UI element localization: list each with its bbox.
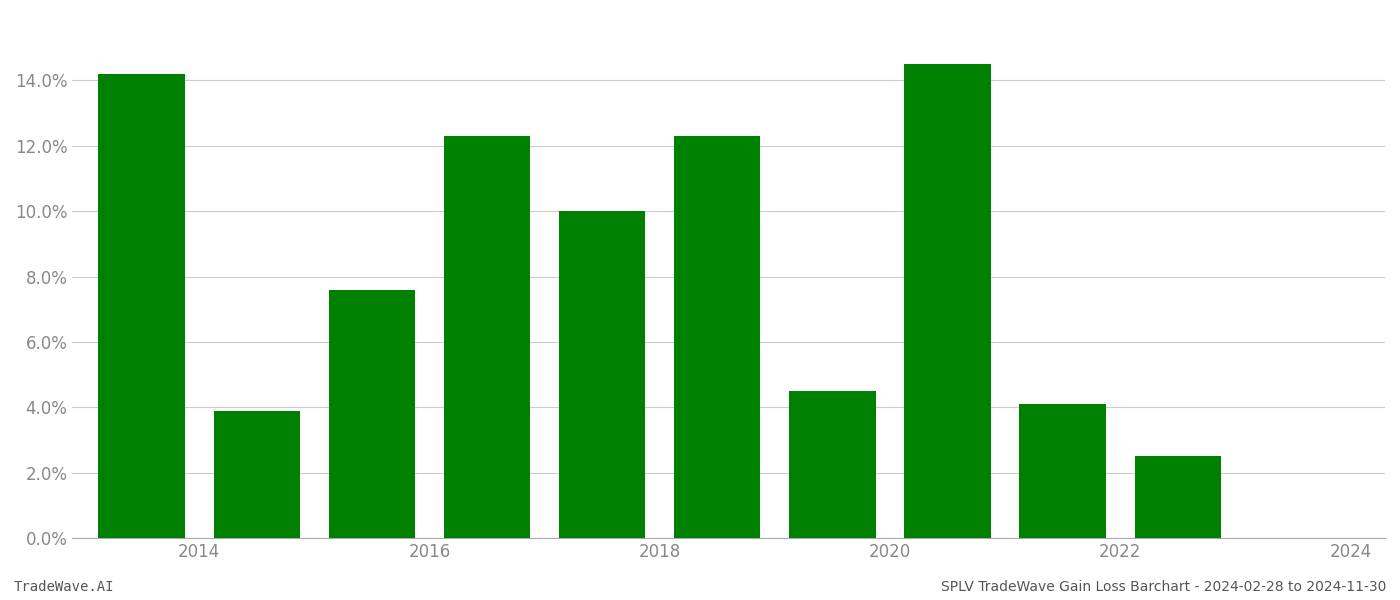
Text: SPLV TradeWave Gain Loss Barchart - 2024-02-28 to 2024-11-30: SPLV TradeWave Gain Loss Barchart - 2024… [941, 580, 1386, 594]
Bar [1134, 457, 1221, 538]
Bar [214, 410, 300, 538]
Bar [790, 391, 875, 538]
Bar [444, 136, 531, 538]
Bar [673, 136, 760, 538]
Bar [329, 290, 414, 538]
Bar [559, 211, 645, 538]
Bar [904, 64, 991, 538]
Bar [1019, 404, 1106, 538]
Bar [98, 74, 185, 538]
Text: TradeWave.AI: TradeWave.AI [14, 580, 115, 594]
